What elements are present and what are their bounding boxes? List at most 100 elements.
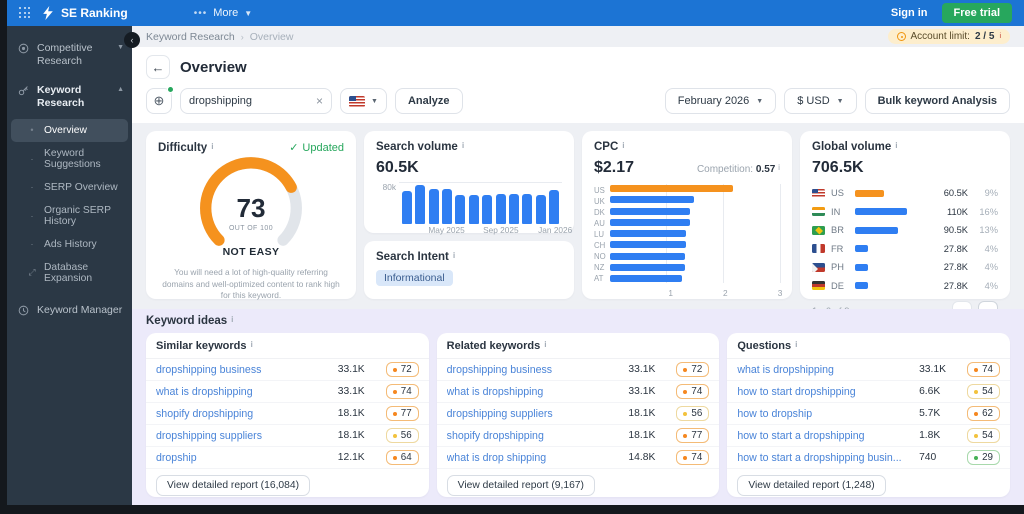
cpc-bar[interactable] <box>609 230 687 237</box>
keyword-link[interactable]: shopify dropshipping <box>156 407 254 420</box>
info-icon[interactable]: i <box>211 140 214 151</box>
volume-bar[interactable] <box>415 185 426 224</box>
info-icon[interactable]: i <box>622 140 625 150</box>
x-axis-tick: Sep 2025 <box>483 225 519 235</box>
view-detailed-report-button[interactable]: View detailed report (16,084) <box>156 475 311 496</box>
analyze-button[interactable]: Analyze <box>394 88 463 114</box>
info-icon[interactable]: i <box>778 162 780 172</box>
keyword-volume: 33.1K <box>919 364 946 375</box>
country-volume-row[interactable]: FR 27.8K 4% <box>812 240 998 259</box>
sidebar-item-label: Competitive Research <box>37 42 93 68</box>
brand-logo[interactable]: SE Ranking <box>41 6 128 20</box>
currency-select[interactable]: $ USD ▼ <box>784 88 857 114</box>
keyword-link[interactable]: shopify dropshipping <box>446 429 544 442</box>
keyword-link[interactable]: how to start dropshipping <box>737 385 856 398</box>
difficulty-dot-icon <box>683 389 688 394</box>
keyword-input[interactable] <box>189 95 316 107</box>
cpc-bar[interactable] <box>609 196 694 204</box>
sidebar-item-keyword-suggestions[interactable]: · Keyword Suggestions <box>11 142 128 176</box>
sidebar-item-keyword-manager[interactable]: Keyword Manager <box>7 296 132 325</box>
keyword-link[interactable]: how to start a dropshipping busin... <box>737 451 902 464</box>
view-detailed-report-button[interactable]: View detailed report (9,167) <box>446 475 595 496</box>
volume-value: 110K <box>946 206 968 217</box>
sidebar-item-ads-history[interactable]: · Ads History <box>11 233 128 256</box>
country-volume-row[interactable]: BR 90.5K 13% <box>812 221 998 240</box>
country-label: AU <box>594 219 605 228</box>
cpc-bar[interactable] <box>609 207 691 215</box>
volume-bar[interactable] <box>468 194 479 224</box>
volume-bar[interactable] <box>428 189 439 224</box>
keyword-link[interactable]: what is dropshipping <box>156 385 253 398</box>
sidebar-item-database-expansion[interactable]: ⤢ Database Expansion <box>11 256 128 290</box>
info-icon[interactable]: i <box>452 250 456 260</box>
keyword-link[interactable]: what is dropshipping <box>446 385 544 398</box>
keyword-link[interactable]: what is drop shipping <box>446 451 547 464</box>
account-limit-badge[interactable]: Account limit: 2 / 5 i <box>887 29 1010 44</box>
keyword-link[interactable]: dropshipping suppliers <box>446 407 553 420</box>
cpc-bar[interactable] <box>609 241 687 249</box>
keyword-link[interactable]: dropship <box>156 451 197 464</box>
volume-bar[interactable] <box>482 194 493 224</box>
sidebar-item-label: Ads History <box>44 238 97 250</box>
cpc-bar[interactable] <box>609 275 683 282</box>
sidebar-item-organic-serp-history[interactable]: · Organic SERP History <box>11 199 128 233</box>
keyword-link[interactable]: how to dropship <box>737 407 813 420</box>
volume-bar[interactable] <box>522 193 533 224</box>
sign-in-link[interactable]: Sign in <box>890 7 928 19</box>
sidebar-item-serp-overview[interactable]: · SERP Overview <box>11 176 128 199</box>
sidebar-item-overview[interactable]: • Overview <box>11 118 128 142</box>
back-button[interactable]: ← <box>146 55 170 79</box>
sidebar-item-keyword-research[interactable]: Keyword Research ▲ <box>7 76 132 118</box>
volume-bar[interactable] <box>402 191 412 224</box>
apps-grid-icon[interactable] <box>19 7 31 19</box>
keyword-link[interactable]: dropshipping business <box>156 363 262 376</box>
free-trial-button[interactable]: Free trial <box>941 3 1012 23</box>
page-title: Overview <box>180 58 247 76</box>
info-icon[interactable]: i <box>231 314 234 324</box>
volume-value: 27.8K <box>943 280 968 291</box>
volume-bar[interactable] <box>455 194 466 224</box>
cpc-bar[interactable] <box>609 252 685 260</box>
more-menu[interactable]: ••• More ▼ <box>194 7 253 19</box>
difficulty-badge: 54 <box>967 384 1000 399</box>
info-icon[interactable]: i <box>895 140 898 150</box>
date-select[interactable]: February 2026 ▼ <box>664 88 777 114</box>
country-volume-row[interactable]: DE 27.8K 4% <box>812 277 998 296</box>
volume-bar[interactable] <box>508 193 519 224</box>
difficulty-number: 62 <box>982 408 993 419</box>
info-icon[interactable]: i <box>795 339 798 349</box>
keyword-link[interactable]: dropshipping business <box>446 363 553 376</box>
keyword-link[interactable]: how to start a dropshipping <box>737 429 865 442</box>
region-select[interactable]: ▼ <box>340 88 387 114</box>
keyword-link[interactable]: dropshipping suppliers <box>156 429 263 442</box>
volume-bar[interactable] <box>548 190 559 224</box>
keyword-volume: 14.8K <box>628 452 656 463</box>
volume-bar[interactable] <box>535 194 546 224</box>
table-title: Questions <box>737 340 792 352</box>
cpc-bar[interactable] <box>609 185 733 192</box>
keyword-volume: 33.1K <box>337 386 365 397</box>
info-icon[interactable]: i <box>250 339 253 349</box>
cpc-bar[interactable] <box>609 263 685 271</box>
search-intent-card: Search Intent i Informational <box>364 241 574 299</box>
bulk-analysis-button[interactable]: Bulk keyword Analysis <box>864 88 1010 114</box>
add-keyword-button[interactable]: ⊕ <box>146 86 174 114</box>
country-volume-row[interactable]: IN 110K 16% <box>812 203 998 222</box>
country-volume-row[interactable]: US 60.5K 9% <box>812 184 998 203</box>
sidebar-item-competitive-research[interactable]: Competitive Research ▼ <box>7 34 132 76</box>
info-icon[interactable]: i <box>544 339 547 349</box>
country-volume-row[interactable]: PH 27.8K 4% <box>812 258 998 277</box>
keyword-link[interactable]: what is dropshipping <box>737 363 834 376</box>
cpc-bar[interactable] <box>609 218 691 226</box>
volume-bar[interactable] <box>495 193 506 224</box>
status-dot <box>167 86 174 93</box>
clear-input-icon[interactable]: × <box>315 94 323 108</box>
country-label: DK <box>594 208 605 217</box>
info-icon[interactable]: i <box>461 140 465 150</box>
chevron-up-icon: ▲ <box>117 86 124 94</box>
sidebar-collapse-button[interactable]: ‹ <box>124 32 140 48</box>
view-detailed-report-button[interactable]: View detailed report (1,248) <box>737 475 886 496</box>
breadcrumb-parent[interactable]: Keyword Research <box>146 30 235 43</box>
volume-bar[interactable] <box>442 189 453 224</box>
difficulty-badge: 74 <box>385 384 419 399</box>
